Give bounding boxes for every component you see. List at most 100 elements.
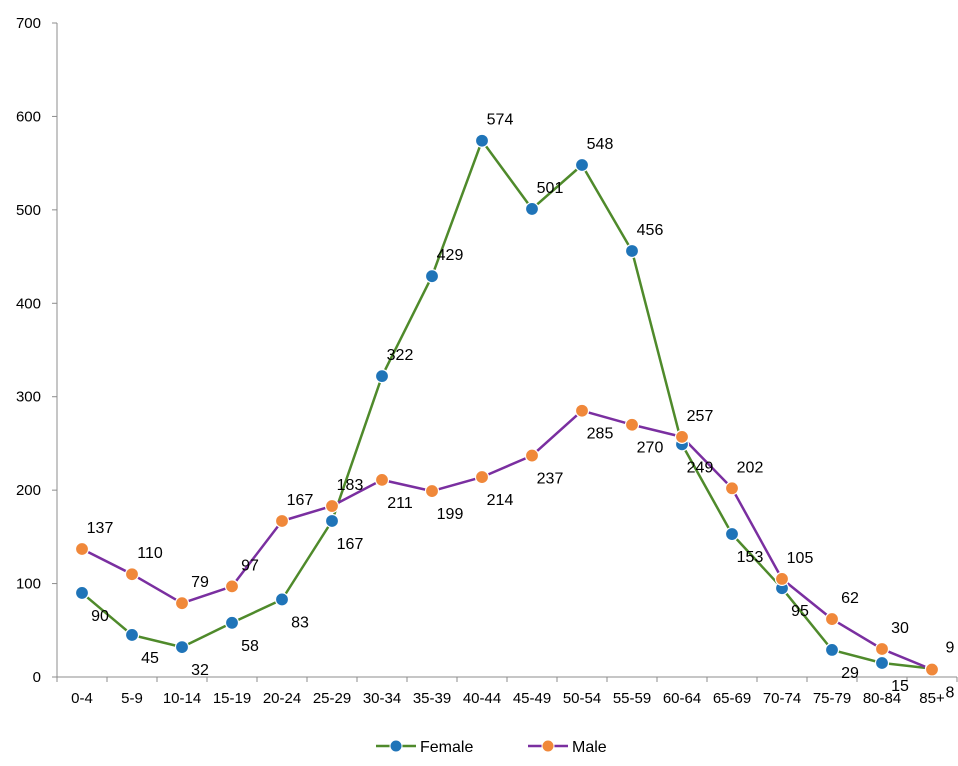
marker-male [224,579,240,594]
marker-male [174,596,190,611]
marker-male [374,472,390,487]
data-label-female: 501 [537,180,564,197]
data-label-male: 199 [437,506,464,523]
data-label-female: 322 [387,347,414,364]
x-tick-label: 35-39 [413,690,451,707]
y-tick-label: 200 [16,482,41,499]
legend-marker-female [389,739,403,753]
marker-female [824,642,840,658]
data-label-male: 105 [787,550,814,567]
marker-male [524,448,540,463]
y-tick-label: 500 [16,202,41,219]
marker-male [274,513,290,529]
data-label-female: 29 [841,665,859,682]
marker-female [724,526,740,542]
marker-male [674,429,690,444]
x-tick-label: 65-69 [713,690,751,707]
marker-male [124,567,140,582]
marker-male [324,498,340,514]
marker-male [874,641,890,657]
data-label-female: 574 [487,112,514,129]
data-label-male: 62 [841,590,859,607]
y-tick-label: 300 [16,389,41,406]
marker-female [424,269,440,284]
marker-female [274,592,290,607]
x-tick-label: 15-19 [213,690,251,707]
data-label-male: 211 [387,495,413,512]
data-label-female: 58 [241,638,259,655]
data-label-female: 249 [687,459,714,476]
x-tick-label: 40-44 [463,690,501,707]
y-tick-label: 0 [33,669,41,686]
data-label-male: 30 [891,620,909,637]
y-tick-label: 700 [16,15,41,32]
marker-female [124,627,140,643]
y-tick-label: 400 [16,295,41,312]
y-axis-ticks: 0 100 200 300 400 500 600 700 [16,15,57,686]
data-label-female: 90 [91,608,109,625]
x-tick-label: 60-64 [663,690,701,707]
data-labels: 90 45 32 58 83 167 322 429 574 501 548 456 249 153 95 2… [87,112,955,702]
data-label-male: 237 [537,471,564,488]
x-tick-label: 70-74 [763,690,801,707]
data-label-male: 214 [487,492,514,509]
data-label-male: 183 [337,477,364,494]
data-label-male: 202 [737,459,764,476]
data-label-male: 97 [241,557,259,574]
series-line-female [81,139,933,670]
marker-female [374,369,390,384]
data-label-male: 167 [287,492,314,509]
x-axis-ticks: 0-4 5-9 10-14 15-19 20-24 25-29 30-34 35-39 40-4… [56,677,958,707]
marker-female [474,133,490,148]
marker-male [474,469,490,485]
x-tick-label: 85+ [919,690,945,707]
data-label-male: 270 [637,440,664,457]
legend: Female Male [376,739,607,756]
x-tick-label: 10-14 [163,690,201,707]
legend-label-female: Female [420,739,473,756]
x-tick-label: 75-79 [813,690,851,707]
marker-female [324,513,340,529]
data-label-female: 83 [291,614,309,631]
data-label-female: 548 [587,136,614,153]
marker-male [924,662,940,677]
x-tick-label: 45-49 [513,690,551,707]
marker-female [174,640,190,655]
data-label-female: 32 [191,662,209,679]
data-label-male: 285 [587,426,614,443]
marker-male [724,481,740,496]
data-label-male: 110 [137,545,163,562]
marker-female [874,655,890,671]
marker-female [574,157,590,173]
marker-female [624,243,640,259]
y-tick-label: 100 [16,576,41,593]
data-label-male: 257 [687,408,714,425]
marker-female [224,615,240,630]
marker-female [524,201,540,217]
data-label-female: 429 [437,247,464,264]
data-label-male: 137 [87,520,114,537]
data-label-female: 9 [946,640,955,657]
marker-male [824,611,840,627]
data-label-female: 45 [141,650,159,667]
data-label-male: 8 [946,685,955,702]
marker-male [424,483,440,499]
series-layer [74,133,940,677]
marker-female [74,585,90,601]
marker-male [624,417,640,432]
data-label-female: 456 [637,222,664,239]
legend-label-male: Male [572,739,607,756]
x-tick-label: 0-4 [71,690,93,707]
legend-marker-male [541,739,555,753]
marker-male [574,403,590,418]
x-tick-label: 5-9 [121,690,143,707]
x-tick-label: 55-59 [613,690,651,707]
x-tick-label: 30-34 [363,690,401,707]
x-tick-label: 50-54 [563,690,601,707]
data-label-male: 79 [191,574,209,591]
x-tick-label: 20-24 [263,690,301,707]
y-tick-label: 600 [16,108,41,125]
marker-male [774,571,790,587]
